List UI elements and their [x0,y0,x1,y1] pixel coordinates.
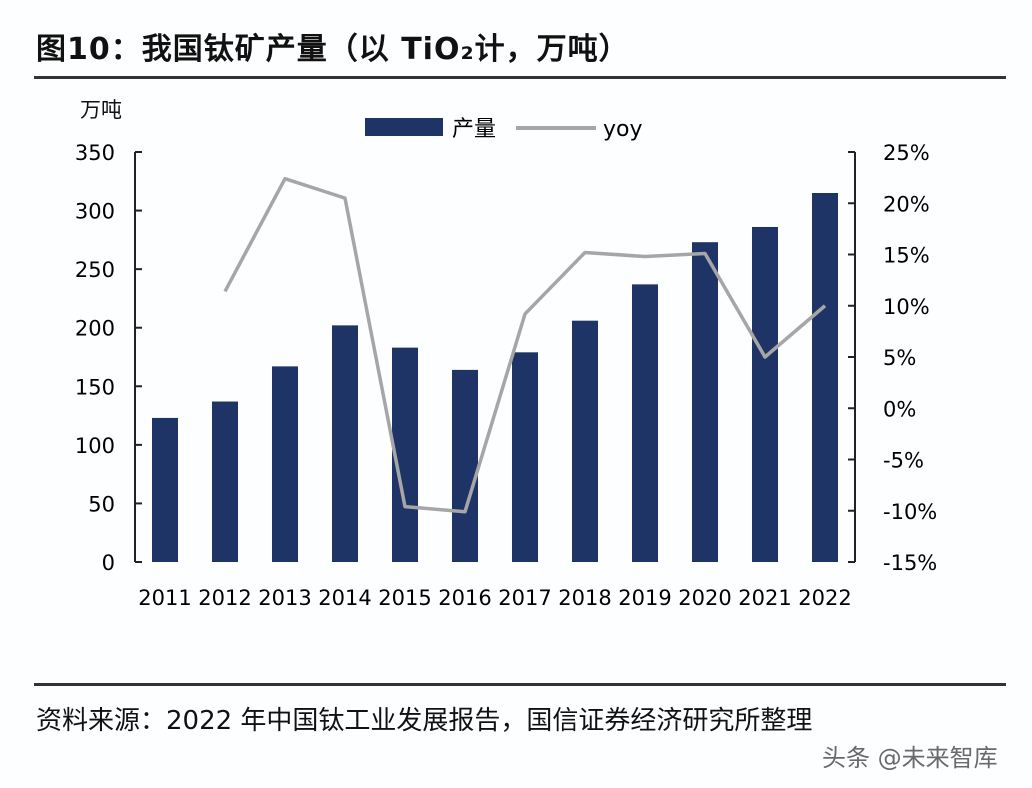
legend-bar-swatch [365,118,443,136]
x-tick-label: 2018 [558,586,611,610]
right-tick-label: 10% [883,295,930,319]
x-tick-label: 2017 [498,586,551,610]
legend-line-label: yoy [603,117,643,142]
watermark: 头条 @未来智库 [822,744,998,772]
left-tick-label: 100 [75,434,115,458]
left-tick-label: 200 [75,317,115,341]
x-tick-label: 2020 [678,586,731,610]
left-tick-label: 300 [75,200,115,224]
right-tick-label: -15% [883,551,937,575]
right-tick-label: 5% [883,346,916,370]
bar-2021 [752,226,778,562]
x-tick-label: 2016 [438,586,491,610]
left-tick-label: 50 [88,492,115,516]
x-tick-label: 2021 [738,586,791,610]
bar-2020 [692,242,718,562]
left-tick-label: 250 [75,258,115,282]
bar-2013 [272,366,298,562]
bar-2018 [572,320,598,562]
bar-2012 [212,401,238,562]
left-tick-label: 150 [75,375,115,399]
right-tick-label: -10% [883,500,937,524]
right-tick-label: 20% [883,192,930,216]
right-tick-label: -5% [883,449,924,473]
right-tick-label: 0% [883,397,916,421]
source-note: 资料来源：2022 年中国钛工业发展报告，国信证券经济研究所整理 [36,706,813,736]
footer-divider [34,683,1006,686]
x-tick-label: 2014 [318,586,371,610]
left-tick-label: 0 [102,551,115,575]
x-tick-label: 2011 [138,586,191,610]
x-tick-label: 2022 [798,586,851,610]
bar-2011 [152,417,178,562]
bar-2014 [332,325,358,562]
chart-title: 图10：我国钛矿产量（以 TiO₂计，万吨） [36,32,630,67]
left-tick-label: 350 [75,141,115,165]
bar-2017 [512,352,538,562]
bar-2019 [632,284,658,562]
legend-bar-label: 产量 [452,117,496,142]
y-axis-unit: 万吨 [80,98,122,122]
right-tick-label: 15% [883,244,930,268]
x-tick-label: 2015 [378,586,431,610]
bar-2016 [452,369,478,562]
x-tick-label: 2012 [198,586,251,610]
right-tick-label: 25% [883,141,930,165]
x-tick-label: 2019 [618,586,671,610]
bar-2022 [812,193,838,562]
x-tick-label: 2013 [258,586,311,610]
title-divider [34,76,1006,79]
